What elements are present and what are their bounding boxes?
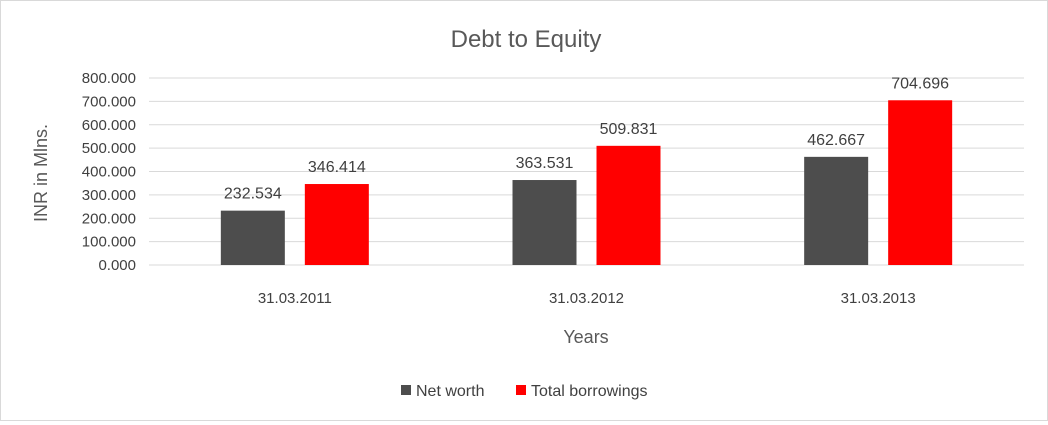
data-label: 232.534 [224, 186, 282, 203]
legend-label: Net worth [416, 383, 484, 400]
bars [220, 100, 953, 265]
bar-net-worth [220, 210, 285, 265]
legend: Net worth Total borrowings [401, 383, 648, 400]
x-axis-ticks: 31.03.2011 31.03.2012 31.03.2013 [258, 290, 916, 307]
data-label: 346.414 [308, 159, 366, 176]
bar-total-borrowings [596, 145, 661, 265]
y-axis-ticks: 0.000 100.000 200.000 300.000 400.000 500.000… [82, 70, 136, 274]
legend-label: Total borrowings [531, 383, 648, 400]
data-labels: 232.534 346.414 363.531 509.831 462.667 704.6… [224, 75, 949, 202]
y-axis-title: INR in Mlns. [31, 124, 51, 222]
y-tick-label: 400.000 [82, 164, 136, 181]
chart-title: Debt to Equity [451, 26, 602, 53]
bar-net-worth [512, 180, 577, 265]
gridlines [149, 77, 1024, 266]
y-tick-label: 800.000 [82, 70, 136, 87]
x-axis-title: Years [563, 327, 608, 347]
y-tick-label: 0.000 [98, 257, 136, 274]
bar-total-borrowings [304, 184, 369, 265]
bar-total-borrowings [888, 100, 953, 265]
data-label: 363.531 [516, 155, 574, 172]
legend-swatch [401, 385, 411, 395]
y-tick-label: 700.000 [82, 93, 136, 110]
y-tick-label: 500.000 [82, 140, 136, 157]
x-tick-label: 31.03.2012 [549, 290, 624, 307]
x-tick-label: 31.03.2013 [841, 290, 916, 307]
data-label: 462.667 [807, 132, 865, 149]
data-label: 704.696 [891, 75, 949, 92]
data-label: 509.831 [600, 121, 658, 138]
y-tick-label: 600.000 [82, 117, 136, 134]
bar-net-worth [804, 156, 869, 265]
y-tick-label: 200.000 [82, 210, 136, 227]
y-tick-label: 100.000 [82, 234, 136, 251]
x-tick-label: 31.03.2011 [258, 290, 332, 307]
y-tick-label: 300.000 [82, 187, 136, 204]
legend-swatch [516, 385, 526, 395]
